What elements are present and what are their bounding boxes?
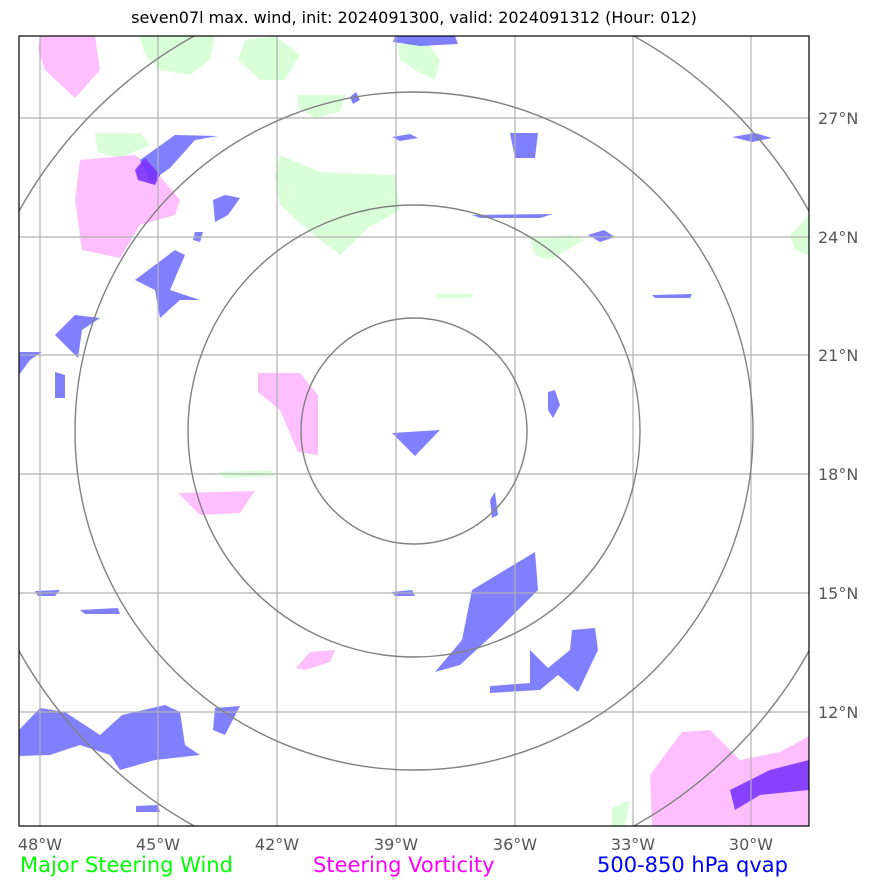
range-ring: [300, 317, 528, 545]
lat-label: 27°N: [818, 109, 858, 128]
wind-area: [140, 36, 215, 75]
map-background: [19, 36, 809, 826]
range-ring: [74, 91, 754, 771]
vorticity-area: [650, 730, 809, 826]
wind-area: [530, 235, 585, 260]
qvap-area: [55, 372, 65, 398]
legend-steering-wind: Major Steering Wind: [20, 853, 233, 877]
overlap-area: [135, 158, 160, 185]
lat-labels: 27°N 24°N 21°N 18°N 15°N 12°N: [818, 109, 858, 722]
qvap-area: [55, 315, 100, 358]
wind-area: [398, 40, 440, 80]
qvap-area: [472, 214, 553, 218]
lon-label: 33°W: [611, 835, 655, 854]
qvap-area: [732, 133, 772, 142]
qvap-area: [652, 294, 692, 298]
lon-label: 42°W: [255, 835, 299, 854]
wind-area: [275, 155, 400, 255]
qvap-layer: [19, 36, 772, 812]
qvap-area: [140, 135, 218, 182]
range-ring: [187, 204, 641, 658]
lon-label: 39°W: [374, 835, 418, 854]
wind-area: [790, 215, 809, 255]
qvap-area: [350, 92, 360, 104]
qvap-area: [588, 230, 615, 242]
wind-area: [612, 800, 630, 826]
overlap-area: [730, 760, 809, 810]
vorticity-area: [258, 373, 318, 455]
qvap-area: [548, 390, 560, 418]
qvap-area: [136, 805, 160, 812]
wind-area: [95, 133, 150, 158]
qvap-area: [19, 352, 42, 375]
lon-label: 48°W: [18, 835, 62, 854]
qvap-area: [393, 36, 458, 46]
map-title: seven07l max. wind, init: 2024091300, va…: [131, 8, 697, 27]
steering-wind-layer: [95, 36, 809, 826]
qvap-area: [510, 133, 538, 158]
lat-label: 15°N: [818, 584, 858, 603]
qvap-area: [490, 628, 598, 693]
qvap-area: [80, 608, 120, 614]
lat-lon-grid: [19, 36, 809, 826]
vorticity-area: [38, 36, 100, 98]
range-rings: [19, 36, 809, 826]
lon-labels: 48°W 45°W 42°W 39°W 36°W 33°W 30°W: [18, 835, 773, 854]
lat-label: 24°N: [818, 228, 858, 247]
wind-area: [435, 294, 475, 298]
legend-qvap: 500-850 hPa qvap: [597, 853, 788, 877]
lon-label: 45°W: [136, 835, 180, 854]
wind-area: [298, 95, 345, 118]
qvap-area: [213, 706, 240, 735]
qvap-area: [392, 430, 440, 456]
qvap-area: [392, 134, 418, 141]
lat-label: 21°N: [818, 346, 858, 365]
wind-area: [238, 36, 300, 80]
qvap-area: [135, 250, 200, 318]
qvap-area: [490, 492, 498, 518]
map-frame: [18, 35, 810, 827]
lon-label: 36°W: [493, 835, 537, 854]
lon-label: 30°W: [729, 835, 773, 854]
lat-label: 12°N: [818, 703, 858, 722]
lat-label: 18°N: [818, 465, 858, 484]
qvap-area: [435, 552, 538, 672]
overlap-layer: [135, 158, 809, 810]
legend-steering-vorticity: Steering Vorticity: [313, 853, 495, 877]
qvap-area: [19, 705, 200, 770]
qvap-area: [213, 195, 240, 222]
vorticity-area: [296, 650, 335, 670]
